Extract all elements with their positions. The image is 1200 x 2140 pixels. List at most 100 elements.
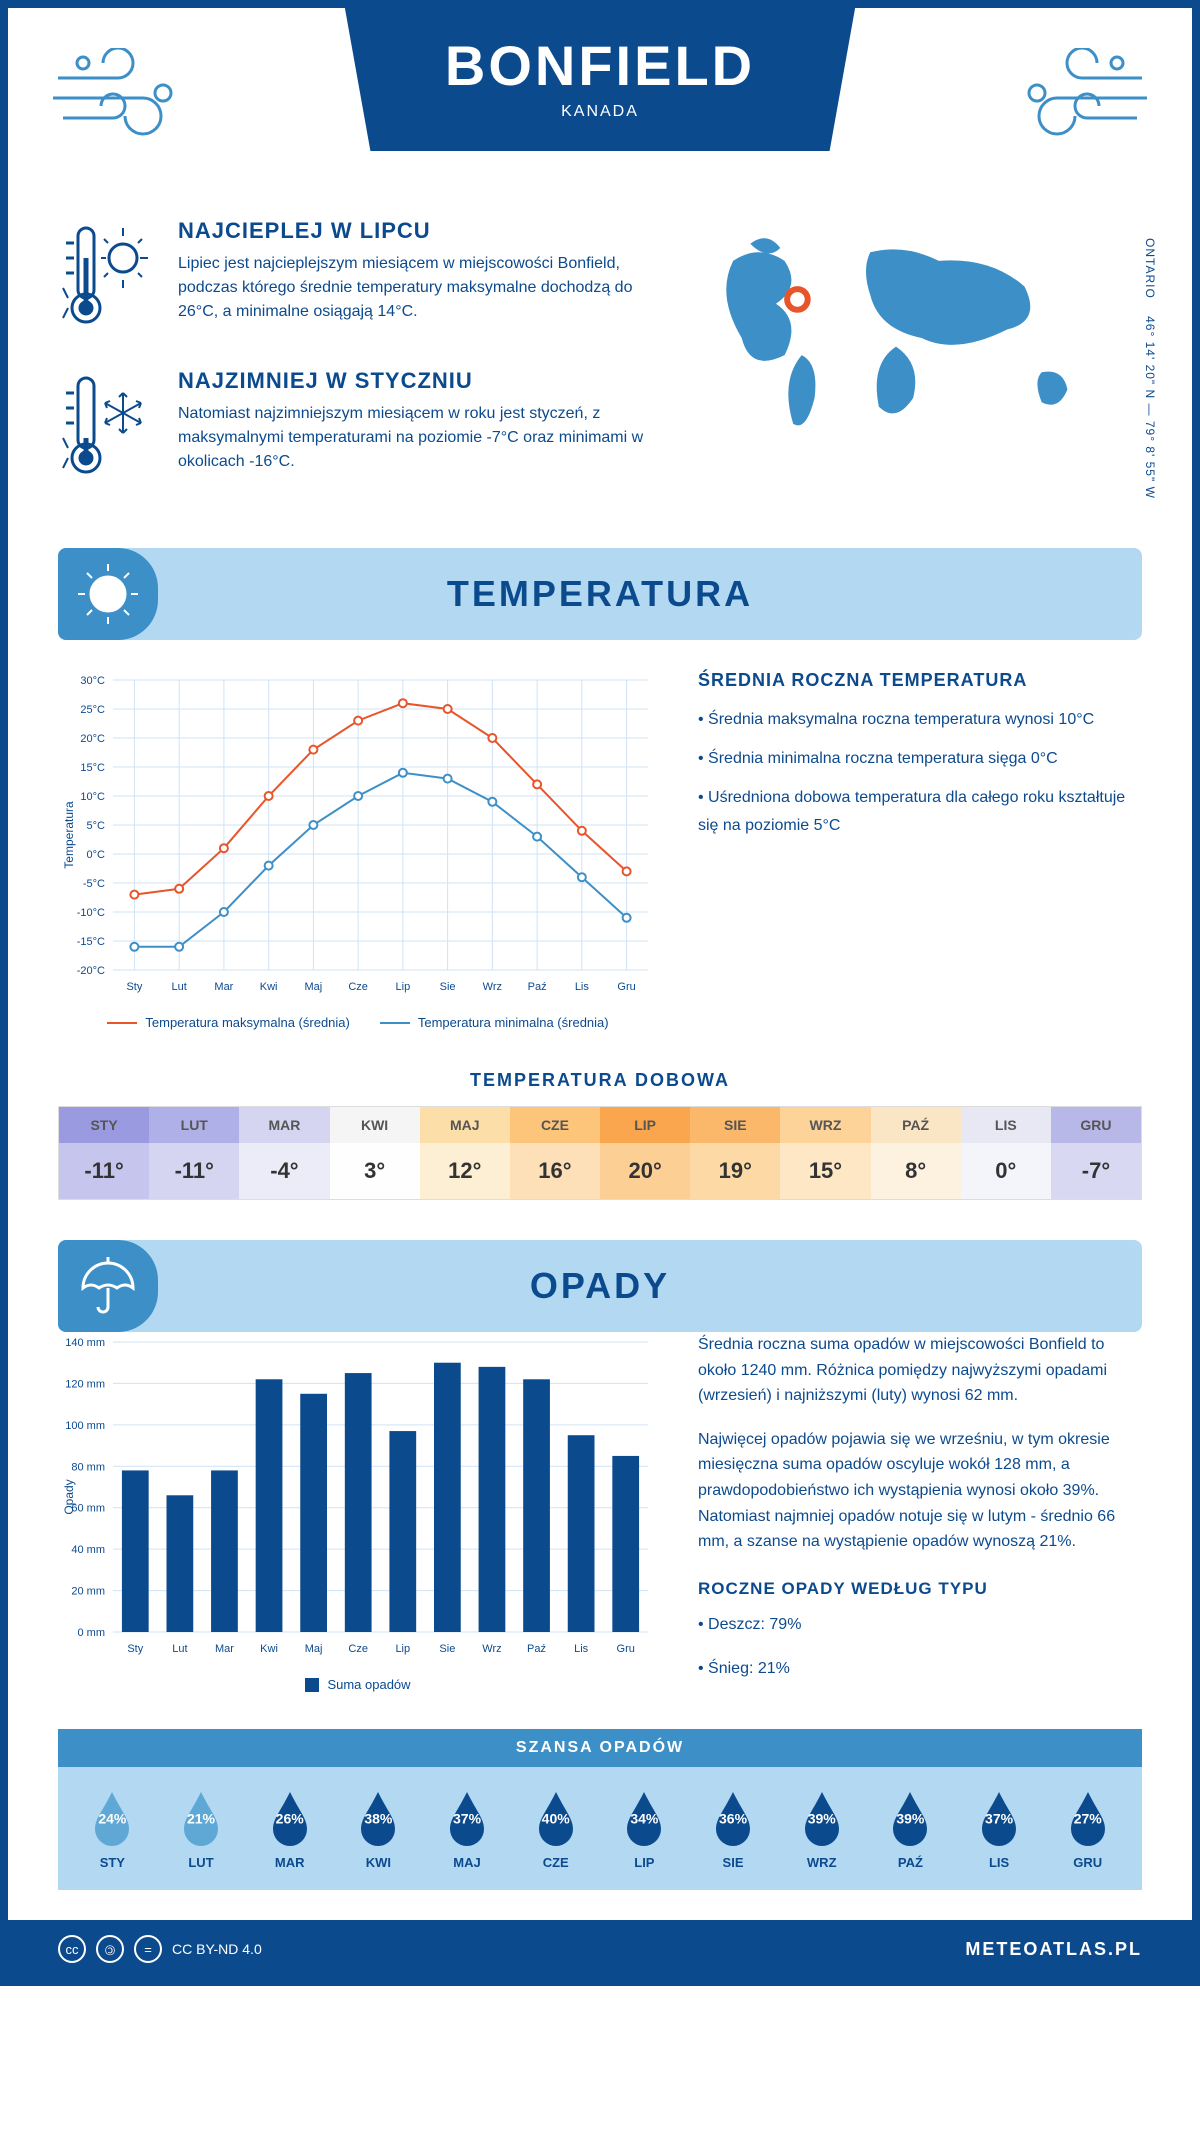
rain-t1: • Deszcz: 79% xyxy=(698,1612,1142,1638)
svg-text:Paź: Paź xyxy=(528,981,547,993)
intro-facts: NAJCIEPLEJ W LIPCU Lipiec jest najcieple… xyxy=(58,218,654,518)
nd-icon: = xyxy=(134,1935,162,1963)
daily-cell: LIS0° xyxy=(961,1107,1051,1199)
svg-text:Sty: Sty xyxy=(126,981,142,993)
svg-text:Opady: Opady xyxy=(62,1479,76,1514)
svg-text:0°C: 0°C xyxy=(87,849,106,861)
footer: cc 🄯 = CC BY-ND 4.0 METEOATLAS.PL xyxy=(8,1920,1192,1978)
rain-chance-cell: 24%STY xyxy=(68,1787,157,1870)
svg-text:-5°C: -5°C xyxy=(83,878,105,890)
daily-cell: PAŹ8° xyxy=(871,1107,961,1199)
rain-chance-title: SZANSA OPADÓW xyxy=(58,1729,1142,1767)
umbrella-icon xyxy=(58,1240,158,1332)
rain-info-text: Średnia roczna suma opadów w miejscowośc… xyxy=(698,1332,1142,1699)
svg-text:30°C: 30°C xyxy=(80,675,105,687)
cold-fact-body: Natomiast najzimniejszym miesiącem w rok… xyxy=(178,402,654,474)
svg-text:80 mm: 80 mm xyxy=(71,1461,105,1473)
svg-text:10°C: 10°C xyxy=(80,791,105,803)
svg-text:120 mm: 120 mm xyxy=(65,1378,105,1390)
rain-chance-cell: 34%LIP xyxy=(600,1787,689,1870)
rain-chance-cell: 39%WRZ xyxy=(777,1787,866,1870)
footer-license: cc 🄯 = CC BY-ND 4.0 xyxy=(58,1935,262,1963)
temperature-info: ŚREDNIA ROCZNA TEMPERATURA • Średnia mak… xyxy=(698,670,1142,1030)
svg-text:Mar: Mar xyxy=(215,1643,234,1655)
daily-cell: KWI3° xyxy=(330,1107,420,1199)
daily-cell: STY-11° xyxy=(59,1107,149,1199)
daily-cell: WRZ15° xyxy=(780,1107,870,1199)
wind-icon-left xyxy=(48,48,188,143)
svg-text:Sie: Sie xyxy=(439,1643,455,1655)
svg-text:140 mm: 140 mm xyxy=(65,1337,105,1349)
svg-text:Lut: Lut xyxy=(172,1643,187,1655)
city-title: BONFIELD xyxy=(445,33,755,98)
country-subtitle: KANADA xyxy=(445,103,755,121)
daily-cell: MAJ12° xyxy=(420,1107,510,1199)
svg-text:Sie: Sie xyxy=(440,981,456,993)
footer-site: METEOATLAS.PL xyxy=(965,1939,1142,1960)
svg-text:Lis: Lis xyxy=(574,1643,589,1655)
svg-text:Paź: Paź xyxy=(527,1643,546,1655)
svg-text:Gru: Gru xyxy=(617,1643,635,1655)
daily-cell: SIE19° xyxy=(690,1107,780,1199)
world-map-icon xyxy=(684,218,1142,458)
daily-temp-table: STY-11°LUT-11°MAR-4°KWI3°MAJ12°CZE16°LIP… xyxy=(58,1106,1142,1200)
svg-text:Lis: Lis xyxy=(575,981,590,993)
temperature-chart-row: -20°C-15°C-10°C-5°C0°C5°C10°C15°C20°C25°… xyxy=(8,640,1192,1060)
svg-text:20 mm: 20 mm xyxy=(71,1586,105,1598)
map-container: ONTARIO 46° 14' 20" N — 79° 8' 55" W xyxy=(684,218,1142,518)
rain-p2: Najwięcej opadów pojawia się we wrześniu… xyxy=(698,1427,1142,1555)
cold-fact-title: NAJZIMNIEJ W STYCZNIU xyxy=(178,368,654,394)
svg-text:40 mm: 40 mm xyxy=(71,1544,105,1556)
svg-text:100 mm: 100 mm xyxy=(65,1420,105,1432)
temp-info-title: ŚREDNIA ROCZNA TEMPERATURA xyxy=(698,670,1142,691)
rain-chance-cell: 37%MAJ xyxy=(423,1787,512,1870)
svg-text:Maj: Maj xyxy=(305,981,323,993)
daily-cell: LUT-11° xyxy=(149,1107,239,1199)
svg-text:Wrz: Wrz xyxy=(483,981,502,993)
svg-text:0 mm: 0 mm xyxy=(78,1627,106,1639)
temp-info-b2: • Średnia minimalna roczna temperatura s… xyxy=(698,745,1142,772)
infographic-frame: BONFIELD KANADA NAJCIEPLEJ W LIPCU Lipie… xyxy=(0,0,1200,1986)
hot-fact: NAJCIEPLEJ W LIPCU Lipiec jest najcieple… xyxy=(58,218,654,343)
svg-text:5°C: 5°C xyxy=(87,820,106,832)
rain-chance-cell: 37%LIS xyxy=(955,1787,1044,1870)
daily-cell: LIP20° xyxy=(600,1107,690,1199)
daily-temp-title: TEMPERATURA DOBOWA xyxy=(8,1070,1192,1091)
daily-cell: MAR-4° xyxy=(239,1107,329,1199)
svg-text:Kwi: Kwi xyxy=(260,981,278,993)
rain-chart-row: 0 mm 20 mm 40 mm 60 mm 80 mm 100 mm 120 mm 140 … xyxy=(8,1332,1192,1729)
svg-text:Maj: Maj xyxy=(305,1643,323,1655)
rain-p1: Średnia roczna suma opadów w miejscowośc… xyxy=(698,1332,1142,1409)
hot-fact-title: NAJCIEPLEJ W LIPCU xyxy=(178,218,654,244)
svg-text:Cze: Cze xyxy=(348,981,368,993)
temp-info-b3: • Uśredniona dobowa temperatura dla całe… xyxy=(698,784,1142,838)
rain-chance-panel: SZANSA OPADÓW 24%STY21%LUT26%MAR38%KWI37… xyxy=(58,1729,1142,1890)
temperature-section-header: TEMPERATURA xyxy=(58,548,1142,640)
rain-chance-cell: 26%MAR xyxy=(245,1787,334,1870)
svg-text:Sty: Sty xyxy=(127,1643,143,1655)
svg-text:Mar: Mar xyxy=(214,981,233,993)
daily-cell: CZE16° xyxy=(510,1107,600,1199)
rain-chance-cell: 38%KWI xyxy=(334,1787,423,1870)
svg-text:Lut: Lut xyxy=(171,981,186,993)
wind-icon-right xyxy=(1012,48,1152,143)
coordinates-label: ONTARIO 46° 14' 20" N — 79° 8' 55" W xyxy=(1143,238,1157,499)
cc-icon: cc xyxy=(58,1935,86,1963)
thermometer-snow-icon xyxy=(58,368,158,493)
temperature-line-chart: -20°C-15°C-10°C-5°C0°C5°C10°C15°C20°C25°… xyxy=(58,670,658,1030)
rain-t2: • Śnieg: 21% xyxy=(698,1656,1142,1682)
intro-section: NAJCIEPLEJ W LIPCU Lipiec jest najcieple… xyxy=(8,208,1192,548)
rain-chance-cell: 27%GRU xyxy=(1043,1787,1132,1870)
cold-fact: NAJZIMNIEJ W STYCZNIU Natomiast najzimni… xyxy=(58,368,654,493)
thermometer-sun-icon xyxy=(58,218,158,343)
header: BONFIELD KANADA xyxy=(8,8,1192,208)
svg-text:-15°C: -15°C xyxy=(77,936,105,948)
svg-text:Gru: Gru xyxy=(617,981,635,993)
rain-chance-cell: 39%PAŹ xyxy=(866,1787,955,1870)
rain-type-title: ROCZNE OPADY WEDŁUG TYPU xyxy=(698,1575,1142,1602)
rain-chance-cell: 36%SIE xyxy=(689,1787,778,1870)
svg-text:Wrz: Wrz xyxy=(482,1643,501,1655)
rain-chance-cell: 40%CZE xyxy=(511,1787,600,1870)
rain-section-header: OPADY xyxy=(58,1240,1142,1332)
svg-text:60 mm: 60 mm xyxy=(71,1503,105,1515)
